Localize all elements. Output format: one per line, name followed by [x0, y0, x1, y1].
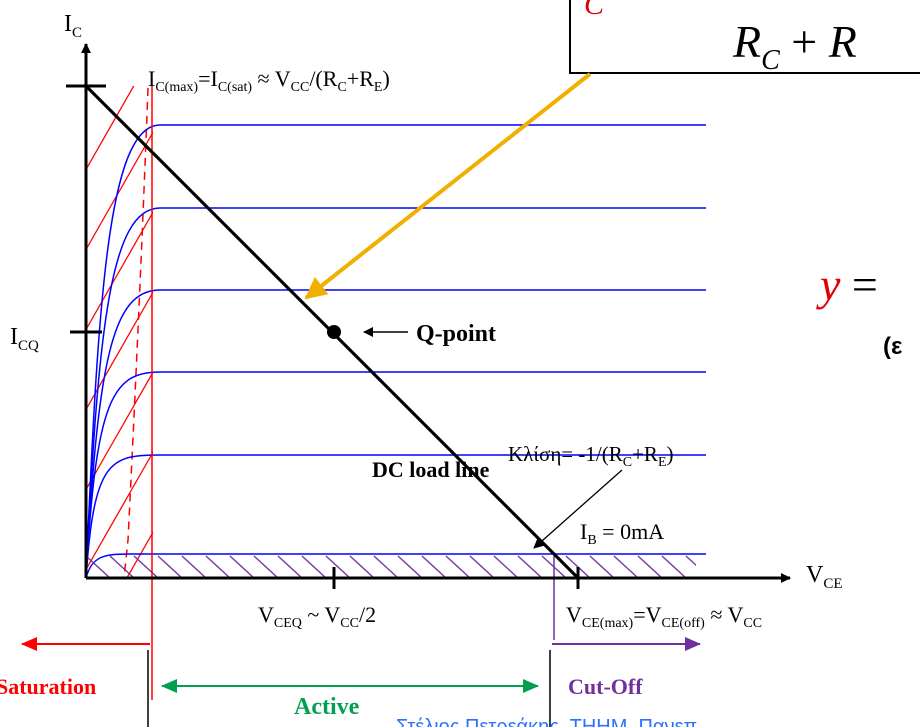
collector-curves — [85, 124, 706, 579]
collector-curve-1 — [85, 124, 706, 579]
collector-curve-3 — [85, 289, 706, 579]
greek-fragment: (ε — [883, 333, 902, 360]
footer-credit: Στέλιος Πετρεάκης, ΤΗΗΜ, Πανεπ — [396, 716, 697, 727]
vce-max-label: VCE(max)=VCE(off) ≈ VCC — [566, 602, 762, 631]
equation-fragment: y = — [816, 259, 878, 310]
q-point-label: Q-point — [416, 321, 496, 347]
slope-label: Κλίση= -1/(RC+RE) — [508, 442, 674, 470]
cutoff-hatching — [86, 555, 696, 579]
formula-denominator: RC + R — [732, 16, 857, 76]
collector-curve-ib-zero — [85, 553, 706, 579]
cutoff-region-label: Cut-Off — [568, 674, 643, 699]
formula-callout-arrow — [304, 72, 592, 300]
formula-partial-symbol: C — [584, 0, 605, 21]
vceq-label: VCEQ ~ VCC/2 — [258, 602, 376, 631]
formula-box: C RC + R — [569, 0, 920, 76]
icq-label: ICQ — [10, 324, 39, 354]
saturation-hatching — [85, 86, 153, 578]
load-line-label: DC load line — [372, 457, 490, 482]
active-region-label: Active — [294, 694, 360, 720]
collector-curve-2 — [85, 207, 706, 579]
formula-box-frame — [569, 0, 920, 74]
slope-pointer — [533, 469, 623, 549]
x-axis-label: VCE — [806, 562, 843, 592]
q-point-marker — [327, 325, 341, 339]
y-axis-label: IC — [64, 11, 82, 41]
collector-curve-4 — [85, 371, 706, 579]
saturation-region-label: Saturation — [0, 674, 96, 699]
saturation-current-label: IC(max)=IC(sat) ≈ VCC/(RC+RE) — [148, 66, 390, 95]
ib-zero-label: IB = 0mA — [580, 519, 664, 548]
saturation-boundary-dashed — [123, 87, 149, 579]
